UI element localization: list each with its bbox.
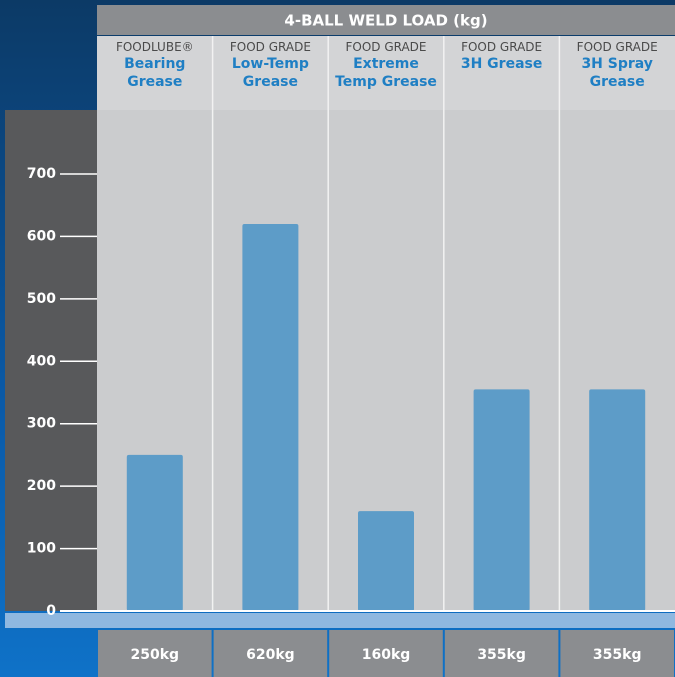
- y-tick-label: 700: [27, 166, 56, 182]
- column-header: FOOD GRADE 3H Grease: [444, 40, 560, 108]
- column-header: FOOD GRADE Extreme Temp Grease: [328, 40, 444, 108]
- brand-label: FOOD GRADE: [461, 40, 543, 54]
- y-tick-label: 400: [27, 353, 56, 369]
- x-tick-label: 3H Spray Grease: [581, 56, 653, 90]
- y-tick-label: 300: [27, 416, 56, 432]
- value-box: [213, 630, 328, 677]
- bar: [589, 389, 646, 611]
- brand-label: FOOD GRADE: [576, 40, 658, 54]
- value-box: [560, 630, 674, 677]
- axis-panel: [5, 110, 97, 611]
- value-box: [329, 630, 443, 677]
- base-band: [5, 613, 675, 628]
- column-header: FOOD GRADE 3H Spray Grease: [559, 40, 675, 108]
- value-box: [98, 630, 212, 677]
- title-strip: [97, 5, 675, 35]
- brand-label: FOODLUBE®: [115, 40, 194, 54]
- header-panel: [97, 36, 675, 110]
- x-tick-label: Extreme Temp Grease: [335, 56, 437, 90]
- y-tick-label: 100: [27, 541, 56, 557]
- chart-title: 4-BALL WELD LOAD (kg): [284, 12, 487, 30]
- value-label: 250kg: [131, 647, 180, 663]
- value-box: [444, 630, 559, 677]
- x-tick-label: 3H Grease: [460, 56, 543, 72]
- bar: [126, 454, 183, 611]
- bar: [242, 223, 299, 611]
- value-label: 355kg: [593, 647, 642, 663]
- y-tick-label: 0: [46, 603, 56, 619]
- value-label: 620kg: [246, 647, 295, 663]
- bar: [358, 511, 414, 611]
- bar: [473, 389, 530, 611]
- y-tick-label: 600: [27, 228, 56, 244]
- column-header: FOOD GRADE Low-Temp Grease: [213, 40, 329, 108]
- y-tick-label: 500: [27, 291, 56, 307]
- y-tick-label: 200: [27, 478, 56, 494]
- value-label: 355kg: [477, 647, 526, 663]
- brand-label: FOOD GRADE: [345, 40, 427, 54]
- brand-label: FOOD GRADE: [229, 40, 311, 54]
- x-tick-label: Low-Temp Grease: [231, 56, 309, 90]
- column-header: FOODLUBE® Bearing Grease: [97, 40, 213, 108]
- value-label: 160kg: [362, 647, 411, 663]
- x-tick-label: Bearing Grease: [124, 56, 186, 90]
